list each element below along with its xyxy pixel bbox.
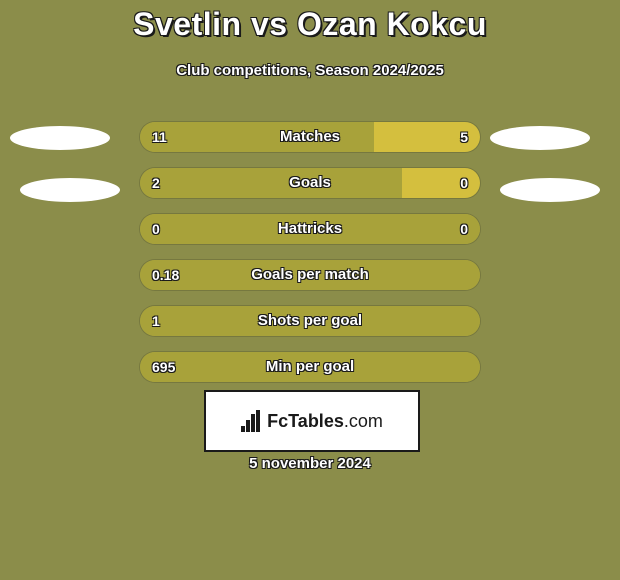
stat-row: 115Matches <box>140 122 480 152</box>
row-label: Matches <box>140 122 480 152</box>
row-label: Shots per goal <box>140 306 480 336</box>
snapshot-date: 5 november 2024 <box>0 455 620 472</box>
player-ellipse <box>500 178 600 202</box>
brand-tld: .com <box>344 411 383 431</box>
stat-row: 00Hattricks <box>140 214 480 244</box>
row-label: Goals per match <box>140 260 480 290</box>
player-ellipse <box>20 178 120 202</box>
stat-row: 20Goals <box>140 168 480 198</box>
brand-text: FcTables.com <box>267 411 383 432</box>
row-label: Hattricks <box>140 214 480 244</box>
player-ellipse <box>490 126 590 150</box>
stats-rows: 115Matches 20Goals 00Hattricks 0.18Goals pe… <box>140 122 480 398</box>
brand-name: FcTables <box>267 411 344 431</box>
row-label: Goals <box>140 168 480 198</box>
page-title: Svetlin vs Ozan Kokcu <box>0 6 620 43</box>
stat-row: 0.18Goals per match <box>140 260 480 290</box>
player-ellipse <box>10 126 110 150</box>
bar-chart-icon <box>241 410 263 432</box>
row-label: Min per goal <box>140 352 480 382</box>
subtitle: Club competitions, Season 2024/2025 <box>0 62 620 79</box>
stat-row: 1Shots per goal <box>140 306 480 336</box>
brand-logo: FcTables.com <box>204 390 420 452</box>
stat-row: 695Min per goal <box>140 352 480 382</box>
comparison-card: Svetlin vs Ozan Kokcu Club competitions,… <box>0 0 620 580</box>
